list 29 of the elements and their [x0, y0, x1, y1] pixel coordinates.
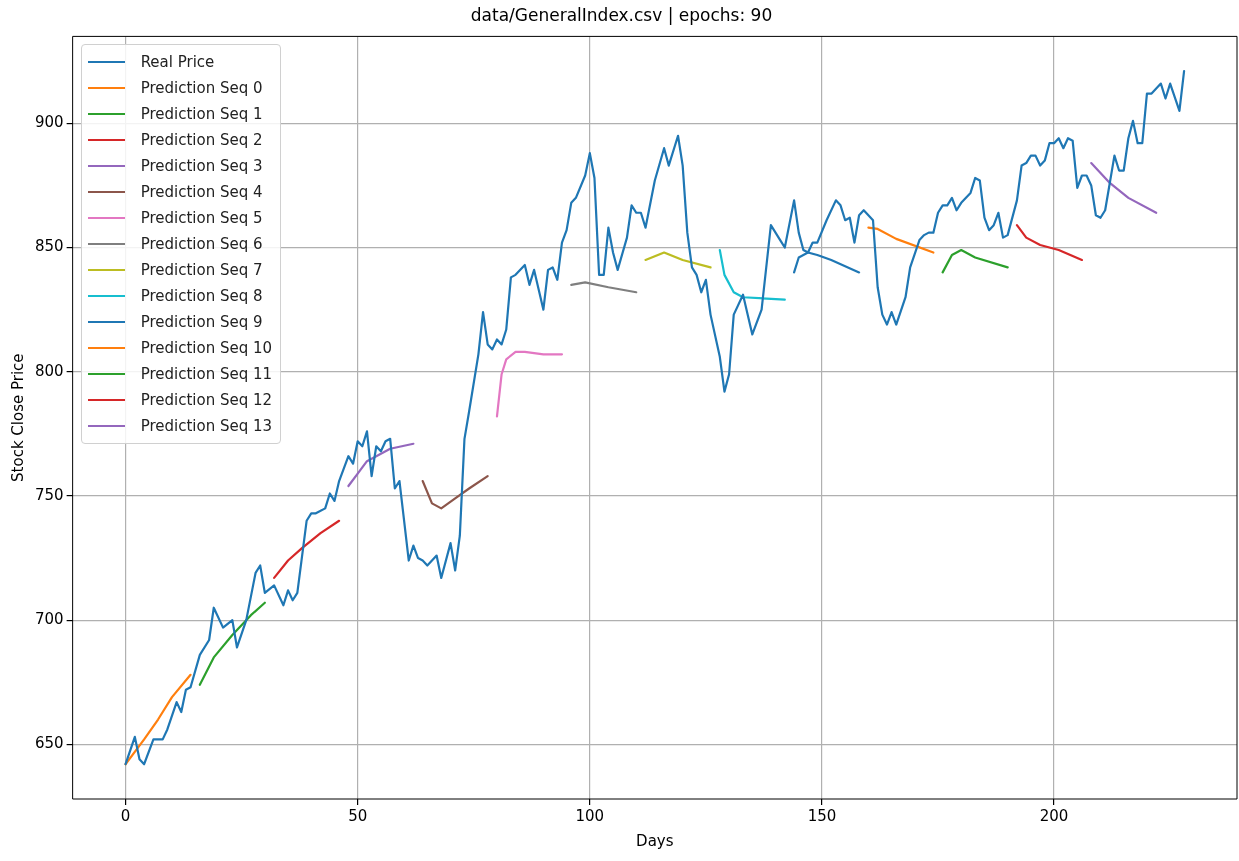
legend-label: Prediction Seq 4 — [140, 183, 263, 202]
legend-label: Prediction Seq 11 — [140, 365, 273, 384]
x-tick-label: 150 — [807, 806, 837, 825]
chart-title: data/GeneralIndex.csv | epochs: 90 — [470, 4, 773, 25]
legend-label: Prediction Seq 5 — [140, 209, 263, 228]
legend-label: Prediction Seq 8 — [140, 287, 263, 306]
legend-label: Prediction Seq 9 — [140, 313, 263, 332]
x-tick-label: 50 — [348, 806, 368, 825]
legend-label: Prediction Seq 12 — [140, 391, 273, 410]
legend-label: Real Price — [140, 53, 215, 72]
y-tick-label: 750 — [34, 485, 64, 504]
legend-label: Prediction Seq 7 — [140, 261, 263, 280]
y-axis-title: Stock Close Price — [8, 353, 27, 482]
legend-label: Prediction Seq 2 — [140, 131, 263, 150]
legend-label: Prediction Seq 13 — [140, 417, 273, 436]
y-tick-label: 900 — [34, 113, 64, 132]
y-tick-label: 800 — [34, 361, 64, 380]
x-axis-title: Days — [636, 831, 674, 850]
x-tick-label: 200 — [1039, 806, 1069, 825]
y-tick-label: 650 — [34, 734, 64, 753]
legend-label: Prediction Seq 6 — [140, 235, 263, 254]
legend-label: Prediction Seq 10 — [140, 339, 273, 358]
x-tick-label: 100 — [575, 806, 605, 825]
x-tick-label: 0 — [120, 806, 131, 825]
legend-label: Prediction Seq 1 — [140, 105, 263, 124]
y-tick-label: 850 — [34, 237, 64, 256]
y-tick-label: 700 — [34, 610, 64, 629]
legend-label: Prediction Seq 0 — [140, 79, 263, 98]
legend-label: Prediction Seq 3 — [140, 157, 263, 176]
